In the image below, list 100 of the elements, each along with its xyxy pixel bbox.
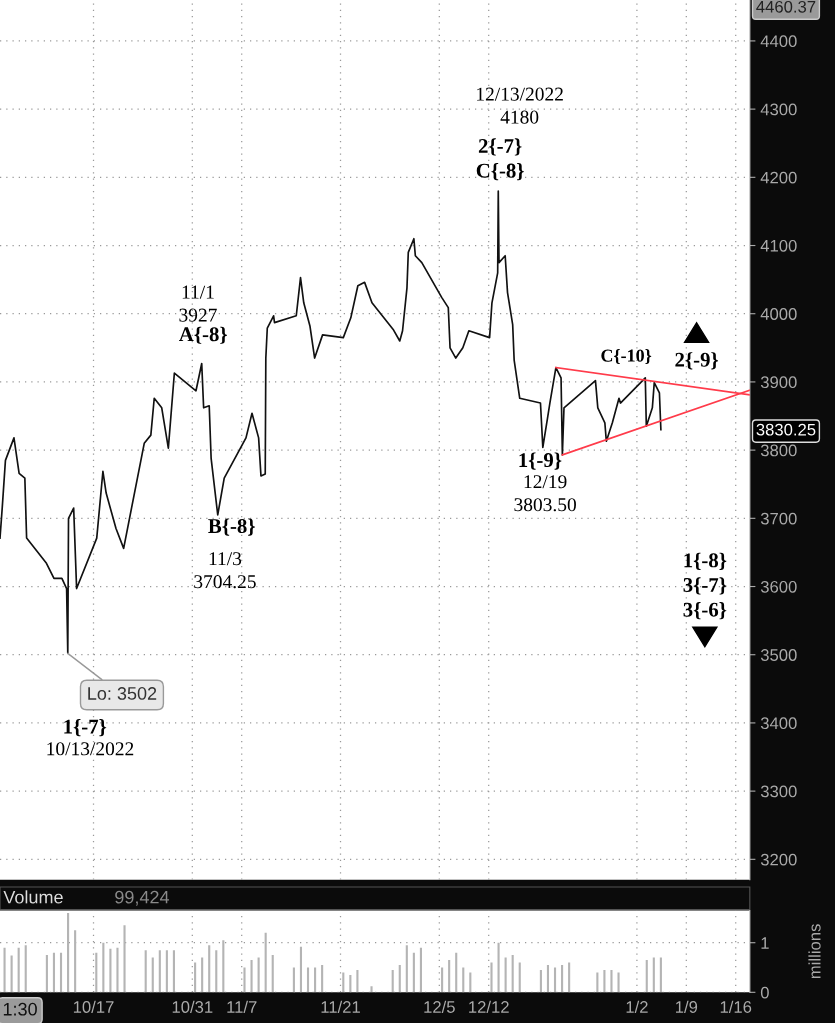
bar [490, 962, 493, 993]
bar [511, 955, 514, 993]
bar [292, 967, 295, 993]
bar [553, 967, 557, 993]
x-tick-label: 1/16 [720, 1000, 752, 1013]
annotation: 10/13/2022 [47, 742, 134, 756]
annotation: 12/19 3803.50 [514, 475, 576, 512]
annotation: B{-8} [208, 518, 255, 536]
annotation: 11/3 3704.25 [194, 552, 256, 589]
annotation: Lo: 3502 [88, 687, 157, 700]
annotation: 2{-9} [675, 352, 719, 370]
bar [306, 967, 310, 993]
y-tick-label: 3900 [760, 376, 797, 389]
bar [74, 930, 77, 993]
bar [109, 948, 112, 993]
bar [546, 965, 550, 993]
bar [652, 957, 655, 993]
bar [342, 972, 345, 993]
bar [610, 969, 613, 993]
bar [95, 952, 98, 993]
bar [215, 950, 218, 993]
bar [45, 955, 48, 993]
bar [356, 969, 359, 993]
text: Volume [3, 890, 63, 904]
bar [455, 952, 458, 993]
bar [504, 957, 507, 993]
bar [271, 955, 274, 993]
bar [659, 957, 662, 993]
bar [469, 972, 472, 993]
bar [448, 960, 451, 993]
y-tick-label: 4000 [760, 308, 797, 320]
bar [314, 967, 317, 993]
bar [17, 947, 20, 993]
y-tick-label: 4300 [760, 103, 797, 116]
y-tick-label: 3400 [760, 717, 797, 730]
bar [10, 955, 13, 993]
y-tick-label: 3800 [760, 444, 797, 457]
bar [497, 942, 500, 993]
bar [412, 952, 415, 993]
y-tick-label: 0 [760, 986, 769, 999]
bar [349, 974, 352, 993]
y-tick-label: 4100 [760, 239, 797, 252]
bar [59, 952, 63, 993]
y-tick-label: 3700 [760, 512, 797, 525]
bar [194, 962, 197, 993]
text: 1:30 [3, 1002, 37, 1016]
bar [243, 967, 246, 993]
annotation: 12/13/2022 4180 [477, 87, 563, 124]
y-tick-label: 4200 [760, 171, 797, 184]
bar [370, 986, 373, 993]
bar [568, 962, 571, 993]
x-tick-label: 10/17 [73, 1000, 114, 1013]
bar [123, 925, 126, 993]
bar [518, 962, 521, 993]
bar [67, 912, 70, 993]
bar [645, 960, 648, 993]
bar [419, 947, 422, 993]
bar [102, 942, 105, 993]
x-tick-label: 1/2 [626, 1000, 648, 1013]
bar [201, 957, 204, 993]
y-tick-label: 3600 [760, 580, 797, 593]
bar [462, 967, 465, 993]
bar [603, 969, 606, 993]
bar [321, 965, 324, 993]
annotation: 11/1 3927 [179, 285, 217, 322]
bar [561, 965, 564, 993]
bar [3, 947, 6, 993]
bar [165, 950, 168, 993]
annotation: A{-8} [179, 326, 227, 344]
y-tick-label: 3200 [760, 853, 797, 866]
bar [158, 950, 161, 993]
annotation: 2{-7} C{-8} [476, 138, 524, 181]
y-tick-label: 3500 [760, 649, 797, 661]
y-tick-label: 1 [761, 937, 769, 949]
x-tick-label: 11/21 [321, 1000, 360, 1013]
x-tick-label: 12/12 [469, 1000, 509, 1013]
x-tick-label: 12/5 [424, 1000, 455, 1013]
bar [52, 952, 56, 993]
bar [208, 945, 211, 993]
text: 3830.25 [756, 423, 816, 436]
bar [299, 946, 303, 993]
bar [391, 969, 394, 993]
bar [405, 945, 408, 993]
bar [172, 950, 175, 993]
bar [144, 950, 147, 993]
text: 99,424 [115, 890, 170, 906]
bar [398, 965, 401, 993]
bar [617, 972, 620, 993]
bar [596, 972, 599, 993]
y-tick-label: 3300 [760, 785, 797, 798]
y-axis-title: millions [808, 924, 821, 979]
bar [441, 967, 444, 993]
x-tick-label: 11/7 [227, 1000, 257, 1013]
line-series [0, 190, 662, 655]
bar [222, 940, 225, 993]
annotation: 1{-7} [64, 719, 107, 737]
bar [24, 945, 27, 993]
bar [250, 960, 253, 993]
bar [539, 969, 542, 993]
annotation: C{-10} [601, 349, 652, 364]
